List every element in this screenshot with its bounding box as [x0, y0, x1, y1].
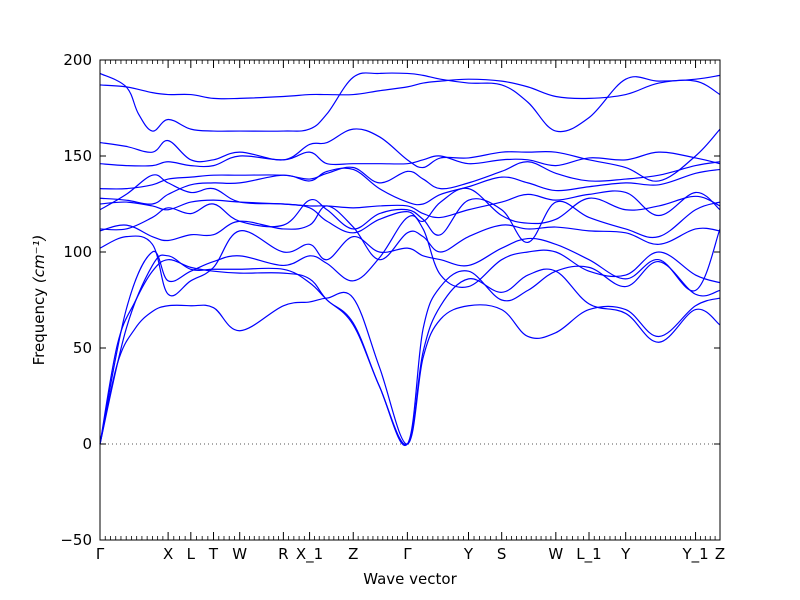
y-axis-title: Frequency (cm⁻¹) — [30, 235, 48, 366]
band-line-6 — [99, 205, 721, 261]
plot-area — [99, 72, 721, 447]
x-tick-label: Y — [620, 545, 631, 563]
y-tick-label: 100 — [63, 243, 92, 261]
y-axis-title-unit: (cm⁻¹) — [30, 235, 48, 284]
band-line-11 — [99, 161, 721, 190]
band-line-3 — [99, 254, 721, 447]
x-tick-label: Γ — [96, 545, 105, 563]
x-tick-label: R — [278, 545, 288, 563]
x-tick-label: Z — [715, 545, 725, 563]
x-tick-label: L — [187, 545, 196, 563]
x-tick-label: Y_1 — [681, 545, 708, 564]
band-line-13 — [99, 128, 721, 182]
band-line-12 — [99, 151, 721, 168]
x-tick-label: Y — [463, 545, 474, 563]
axes-frame — [99, 59, 721, 541]
x-tick-label: S — [497, 545, 507, 563]
y-axis-title-text: Frequency — [30, 288, 48, 366]
x-tick-label: W — [548, 545, 563, 563]
x-tick-label: W — [232, 545, 247, 563]
band-line-9 — [99, 190, 721, 219]
band-line-10 — [99, 167, 721, 206]
x-tick-label: Γ — [403, 545, 412, 563]
band-line-4 — [99, 215, 721, 445]
y-tick-labels: −50 0 50 100 150 200 — [60, 51, 92, 549]
x-axis-title: Wave vector — [363, 570, 457, 588]
x-tick-label: X_1 — [296, 545, 323, 564]
band-line-15 — [99, 78, 721, 100]
x-tick-label: Z — [348, 545, 358, 563]
y-tick-label: 0 — [82, 435, 92, 453]
x-tick-label: X — [163, 545, 173, 563]
x-ticks — [99, 60, 721, 540]
y-tick-label: 150 — [63, 147, 92, 165]
x-tick-label: L_1 — [576, 545, 601, 564]
band-lines — [99, 72, 721, 447]
x-tick-label: T — [208, 545, 219, 563]
y-tick-label: −50 — [60, 531, 92, 549]
x-tick-labels: Γ X L T W R X_1 Z Γ Y S W L_1 Y Y_1 Z — [96, 545, 725, 564]
band-line-5 — [99, 228, 721, 297]
band-line-1 — [99, 291, 721, 445]
band-line-14 — [99, 72, 721, 133]
band-line-7 — [99, 198, 721, 243]
y-tick-label: 200 — [63, 51, 92, 69]
y-tick-label: 50 — [73, 339, 92, 357]
band-line-8 — [99, 174, 721, 234]
